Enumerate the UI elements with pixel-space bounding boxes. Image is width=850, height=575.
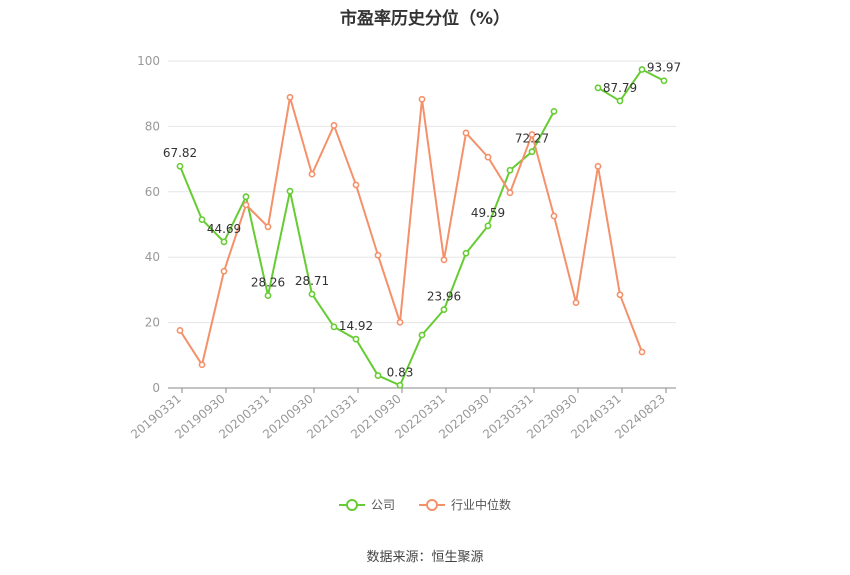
company-point xyxy=(506,166,514,174)
legend-company-marker xyxy=(338,498,365,512)
company-point xyxy=(484,222,492,230)
legend-industry-label: 行业中位数 xyxy=(451,498,512,512)
legend-industry-marker xyxy=(419,498,445,512)
company-point xyxy=(330,323,338,331)
industry-point xyxy=(264,223,272,231)
industry-point xyxy=(418,95,426,103)
legend-item-industry[interactable]: 行业中位数 xyxy=(419,496,511,513)
company-point xyxy=(242,193,250,201)
data-label: 87.79 xyxy=(603,81,637,95)
data-label: 28.26 xyxy=(251,276,285,290)
industry-point xyxy=(330,122,338,129)
data-labels: 67.82 44.69 28.26 28.71 14.92 0.83 23.96 49.59 7… xyxy=(163,61,681,380)
industry-point xyxy=(220,267,228,275)
data-label: 67.82 xyxy=(163,146,197,160)
company-point xyxy=(594,84,602,92)
industry-point xyxy=(352,181,360,189)
grid-lines xyxy=(168,60,676,324)
data-label: 0.83 xyxy=(387,365,414,379)
industry-point xyxy=(462,129,470,137)
company-point xyxy=(352,335,360,343)
industry-point xyxy=(396,318,404,326)
legend: 公司 行业中位数 xyxy=(0,496,850,513)
y-tick-label: 100 xyxy=(137,54,160,68)
company-point xyxy=(374,372,382,379)
company-point xyxy=(286,187,294,195)
industry-point xyxy=(198,361,206,369)
y-tick-label: 20 xyxy=(145,316,160,330)
industry-line xyxy=(179,96,643,366)
company-point xyxy=(550,107,558,115)
data-label: 44.69 xyxy=(207,222,241,236)
source-note: 数据来源：恒生聚源 xyxy=(366,550,484,565)
data-label: 28.71 xyxy=(295,274,329,288)
company-point xyxy=(418,331,426,339)
company-point xyxy=(198,216,206,223)
company-point xyxy=(462,249,470,257)
company-point xyxy=(660,77,668,85)
chart-canvas: 0204060801002019033120190930202003312020… xyxy=(128,54,681,442)
industry-point xyxy=(242,201,250,209)
data-label: 93.97 xyxy=(647,61,681,75)
industry-point xyxy=(506,189,514,197)
industry-point xyxy=(308,170,316,178)
company-point xyxy=(440,306,448,314)
industry-point xyxy=(374,251,382,259)
industry-point xyxy=(572,299,580,307)
company-point xyxy=(616,97,624,105)
legend-item-company[interactable]: 公司 xyxy=(338,496,395,513)
industry-point xyxy=(594,162,602,170)
industry-point xyxy=(616,291,624,299)
industry-point xyxy=(550,212,558,220)
company-point xyxy=(528,148,536,156)
company-point xyxy=(638,66,646,73)
y-tick-label: 60 xyxy=(145,185,160,199)
y-tick-label: 80 xyxy=(145,119,160,133)
company-point xyxy=(220,238,228,246)
data-label: 14.92 xyxy=(339,319,373,333)
company-point xyxy=(308,290,316,298)
legend-company-label: 公司 xyxy=(370,498,395,512)
industry-point xyxy=(286,93,294,101)
data-label: 72.27 xyxy=(515,132,549,146)
company-line xyxy=(597,68,665,102)
y-tick-label: 0 xyxy=(152,381,160,395)
company-point xyxy=(176,162,184,170)
chart-title: 市盈率历史分位（%） xyxy=(339,9,511,29)
industry-point xyxy=(176,327,184,334)
y-tick-label: 40 xyxy=(145,250,160,264)
company-point xyxy=(264,292,272,299)
series-lines xyxy=(176,66,668,389)
industry-point xyxy=(440,256,448,264)
company-point xyxy=(396,381,404,389)
company-line xyxy=(179,110,555,387)
industry-point xyxy=(528,131,536,138)
industry-point xyxy=(638,348,646,356)
data-label: 49.59 xyxy=(471,206,505,220)
industry-point xyxy=(484,153,492,161)
data-label: 23.96 xyxy=(427,290,461,304)
